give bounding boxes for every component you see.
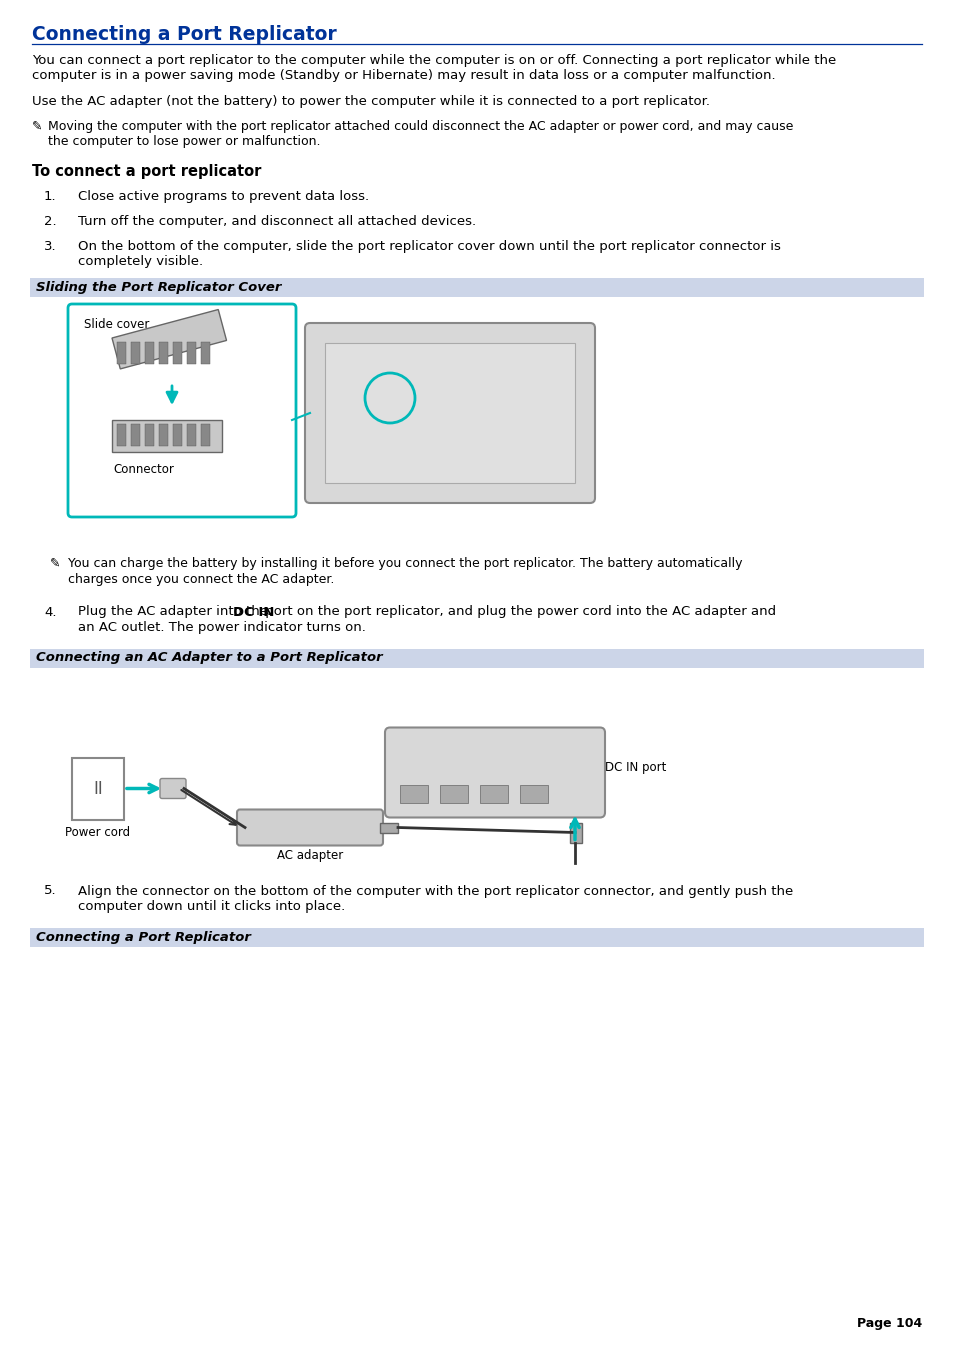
Text: DC IN port: DC IN port [604, 761, 666, 774]
Text: port on the port replicator, and plug the power cord into the AC adapter and: port on the port replicator, and plug th… [261, 605, 776, 619]
Text: To connect a port replicator: To connect a port replicator [32, 163, 261, 178]
Bar [112, 309, 226, 369]
Text: DC IN: DC IN [233, 605, 274, 619]
Bar [519, 785, 547, 802]
Bar [117, 424, 126, 446]
Bar [30, 648, 923, 667]
Text: computer is in a power saving mode (Standby or Hibernate) may result in data los: computer is in a power saving mode (Stan… [32, 69, 775, 82]
Bar [379, 823, 397, 832]
FancyBboxPatch shape [236, 809, 382, 846]
Text: You can charge the battery by installing it before you connect the port replicat: You can charge the battery by installing… [68, 557, 741, 570]
Text: an AC outlet. The power indicator turns on.: an AC outlet. The power indicator turns … [78, 621, 366, 634]
Bar [439, 785, 468, 802]
Text: Sliding the Port Replicator Cover: Sliding the Port Replicator Cover [36, 281, 281, 295]
Text: 5.: 5. [44, 885, 56, 897]
Bar [55, 677, 700, 873]
Text: computer down until it clicks into place.: computer down until it clicks into place… [78, 900, 345, 913]
Text: 3.: 3. [44, 240, 56, 253]
Text: charges once you connect the AC adapter.: charges once you connect the AC adapter. [68, 573, 334, 585]
Text: Connector: Connector [113, 463, 174, 476]
Bar [117, 342, 126, 363]
FancyBboxPatch shape [160, 778, 186, 798]
Bar [131, 342, 140, 363]
Bar [71, 758, 124, 820]
Text: Plug the AC adapter into the: Plug the AC adapter into the [78, 605, 272, 619]
Text: On the bottom of the computer, slide the port replicator cover down until the po: On the bottom of the computer, slide the… [78, 240, 781, 253]
Text: ✎: ✎ [50, 557, 60, 570]
Bar [145, 342, 153, 363]
Bar [569, 823, 581, 843]
Text: Connecting a Port Replicator: Connecting a Port Replicator [32, 26, 336, 45]
Bar [55, 300, 619, 544]
Bar [172, 424, 182, 446]
FancyBboxPatch shape [305, 323, 595, 503]
Bar [131, 424, 140, 446]
Bar [201, 342, 210, 363]
Text: Align the connector on the bottom of the computer with the port replicator conne: Align the connector on the bottom of the… [78, 885, 792, 897]
Text: 1.: 1. [44, 190, 56, 203]
Bar [30, 278, 923, 297]
Text: 4.: 4. [44, 605, 56, 619]
Bar [172, 342, 182, 363]
Bar [159, 424, 168, 446]
Text: Connecting an AC Adapter to a Port Replicator: Connecting an AC Adapter to a Port Repli… [36, 651, 382, 665]
Text: AC adapter: AC adapter [276, 848, 343, 862]
Text: Turn off the computer, and disconnect all attached devices.: Turn off the computer, and disconnect al… [78, 215, 476, 228]
Text: the computer to lose power or malfunction.: the computer to lose power or malfunctio… [48, 135, 320, 149]
Text: Page 104: Page 104 [856, 1317, 921, 1329]
Text: Moving the computer with the port replicator attached could disconnect the AC ad: Moving the computer with the port replic… [48, 120, 793, 132]
Bar [145, 424, 153, 446]
Text: ✎: ✎ [32, 120, 43, 132]
Bar [479, 785, 507, 802]
Text: completely visible.: completely visible. [78, 255, 203, 269]
Text: II: II [93, 780, 103, 797]
Text: 2.: 2. [44, 215, 56, 228]
Bar [399, 785, 428, 802]
FancyBboxPatch shape [385, 727, 604, 817]
Text: Connecting a Port Replicator: Connecting a Port Replicator [36, 931, 251, 943]
Text: Close active programs to prevent data loss.: Close active programs to prevent data lo… [78, 190, 369, 203]
FancyBboxPatch shape [68, 304, 295, 517]
Text: You can connect a port replicator to the computer while the computer is on or of: You can connect a port replicator to the… [32, 54, 836, 68]
Bar [187, 424, 195, 446]
Bar [201, 424, 210, 446]
Text: Slide cover: Slide cover [84, 317, 150, 331]
Bar [325, 343, 575, 484]
Bar [112, 420, 222, 453]
Bar [159, 342, 168, 363]
Text: Use the AC adapter (not the battery) to power the computer while it is connected: Use the AC adapter (not the battery) to … [32, 95, 709, 108]
Text: Power cord: Power cord [66, 825, 131, 839]
Bar [30, 928, 923, 947]
Bar [187, 342, 195, 363]
